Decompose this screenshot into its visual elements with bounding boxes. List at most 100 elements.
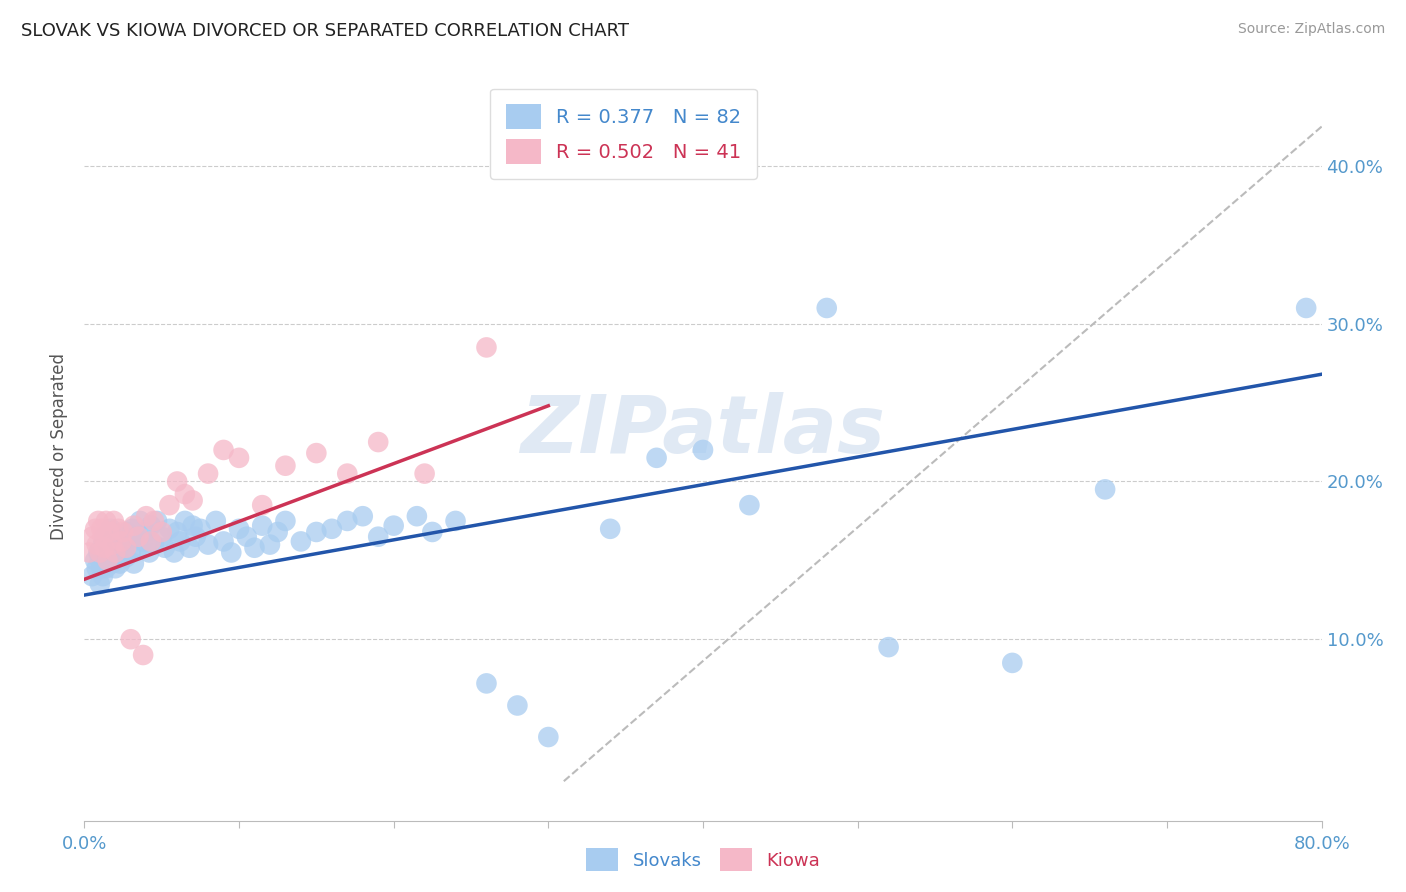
Text: ZIPatlas: ZIPatlas	[520, 392, 886, 470]
Point	[93, 541, 115, 555]
Point	[90, 522, 112, 536]
Point	[197, 467, 219, 481]
Point	[143, 514, 166, 528]
Point	[169, 534, 191, 549]
Point	[98, 545, 121, 559]
Point	[212, 442, 235, 457]
Point	[815, 301, 838, 315]
Point	[122, 557, 145, 571]
Point	[139, 518, 162, 533]
Point	[107, 534, 129, 549]
Point	[336, 467, 359, 481]
Point	[228, 450, 250, 465]
Point	[181, 518, 204, 533]
Point	[305, 446, 328, 460]
Point	[250, 518, 273, 533]
Point	[413, 467, 436, 481]
Point	[139, 534, 162, 549]
Point	[84, 522, 107, 536]
Point	[87, 514, 110, 528]
Legend: R = 0.377   N = 82, R = 0.502   N = 41: R = 0.377 N = 82, R = 0.502 N = 41	[491, 88, 756, 179]
Point	[96, 538, 118, 552]
Point	[692, 442, 714, 457]
Point	[77, 545, 100, 559]
Point	[86, 538, 108, 552]
Point	[146, 514, 169, 528]
Point	[267, 524, 290, 539]
Point	[877, 640, 900, 654]
Point	[405, 509, 427, 524]
Point	[205, 514, 228, 528]
Point	[336, 514, 359, 528]
Point	[174, 514, 197, 528]
Point	[91, 569, 114, 583]
Point	[274, 458, 297, 473]
Point	[506, 698, 529, 713]
Point	[159, 498, 180, 512]
Point	[120, 545, 142, 559]
Point	[290, 534, 312, 549]
Point	[1001, 656, 1024, 670]
Point	[179, 541, 201, 555]
Point	[274, 514, 297, 528]
Point	[132, 648, 155, 662]
Point	[150, 524, 173, 539]
Point	[135, 509, 157, 524]
Point	[108, 557, 131, 571]
Point	[86, 561, 108, 575]
Point	[645, 450, 668, 465]
Point	[738, 498, 761, 512]
Point	[475, 340, 498, 354]
Point	[153, 541, 176, 555]
Point	[91, 538, 114, 552]
Point	[105, 545, 128, 559]
Point	[94, 561, 117, 575]
Point	[112, 524, 135, 539]
Point	[305, 524, 328, 539]
Point	[101, 538, 124, 552]
Point	[166, 524, 188, 539]
Point	[104, 561, 127, 575]
Point	[132, 534, 155, 549]
Point	[159, 522, 180, 536]
Point	[112, 530, 135, 544]
Point	[115, 550, 138, 565]
Point	[98, 524, 121, 539]
Point	[89, 553, 111, 567]
Text: SLOVAK VS KIOWA DIVORCED OR SEPARATED CORRELATION CHART: SLOVAK VS KIOWA DIVORCED OR SEPARATED CO…	[21, 22, 628, 40]
Y-axis label: Divorced or Separated: Divorced or Separated	[51, 352, 69, 540]
Point	[114, 541, 136, 555]
Point	[184, 530, 207, 544]
Point	[163, 545, 186, 559]
Point	[599, 522, 621, 536]
Point	[174, 487, 197, 501]
Point	[1094, 483, 1116, 497]
Point	[103, 541, 125, 555]
Point	[96, 553, 118, 567]
Point	[89, 545, 111, 559]
Point	[1295, 301, 1317, 315]
Point	[537, 730, 560, 744]
Point	[101, 557, 124, 571]
Point	[444, 514, 467, 528]
Point	[321, 522, 343, 536]
Point	[117, 524, 139, 539]
Point	[181, 493, 204, 508]
Point	[150, 530, 173, 544]
Legend: Slovaks, Kiowa: Slovaks, Kiowa	[578, 841, 828, 879]
Point	[89, 577, 111, 591]
Point	[94, 514, 117, 528]
Point	[219, 545, 242, 559]
Point	[367, 435, 389, 450]
Point	[96, 553, 118, 567]
Point	[127, 530, 149, 544]
Point	[93, 545, 115, 559]
Point	[124, 530, 146, 544]
Point	[100, 522, 122, 536]
Point	[235, 530, 259, 544]
Point	[422, 524, 444, 539]
Point	[104, 545, 127, 559]
Point	[82, 569, 104, 583]
Point	[143, 538, 166, 552]
Point	[259, 538, 281, 552]
